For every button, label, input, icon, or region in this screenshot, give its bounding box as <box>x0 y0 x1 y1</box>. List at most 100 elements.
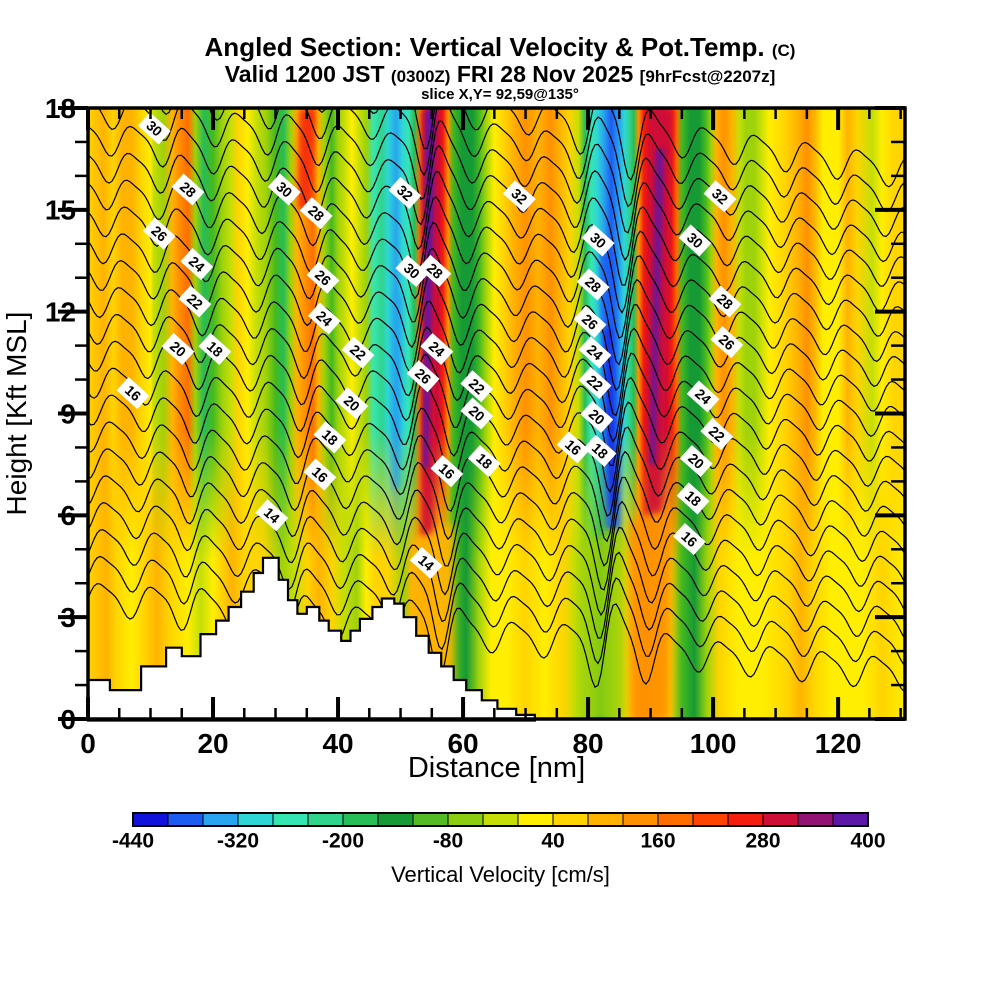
contour-label-18: 18 <box>467 444 501 478</box>
y-tick-label: 0 <box>60 704 76 735</box>
colorbar-segment <box>622 812 659 827</box>
contour-label-30: 30 <box>267 173 301 206</box>
colorbar-frame <box>132 812 869 827</box>
field-feature-purple-core-2 <box>649 148 665 465</box>
valid-time-line: Valid 1200 JST (0300Z) FRI 28 Nov 2025 [… <box>0 62 1000 87</box>
contour-label-26: 26 <box>710 326 744 359</box>
valid-time-z: (0300Z) <box>390 67 451 87</box>
isentrope-line <box>88 421 905 543</box>
colorbar-segment <box>482 812 519 827</box>
contour-label-14: 14 <box>409 546 443 579</box>
colorbar-segment <box>342 812 379 827</box>
contour-label-20: 20 <box>460 397 494 430</box>
colorbar-segment <box>412 812 449 827</box>
contour-label-26: 26 <box>306 261 340 294</box>
slice-info: slice X,Y= 92,59@135° <box>421 85 579 103</box>
contour-label-20: 20 <box>161 332 195 366</box>
contour-label-16: 16 <box>303 458 337 491</box>
contour-label-16: 16 <box>672 523 706 556</box>
title-block: Angled Section: Vertical Velocity & Pot.… <box>0 33 1000 103</box>
contour-label-22: 22 <box>578 366 612 399</box>
colorbar: -440 -320 -200 -80 40 160 280 400 Vertical Veloc… <box>112 812 886 887</box>
isentrope-line <box>88 529 905 639</box>
y-tick-label: 6 <box>60 500 76 531</box>
isentrope-line <box>88 313 905 443</box>
colorbar-tick-label: -320 <box>217 829 259 852</box>
x-tick-labels: 0 20 40 60 80 100 120 <box>80 728 861 759</box>
x-tick-label: 20 <box>197 728 228 759</box>
contour-label-28: 28 <box>708 285 742 318</box>
contour-label-32: 32 <box>388 176 422 209</box>
terrain-silhouette <box>86 556 536 722</box>
isentrope-line <box>160 108 905 213</box>
x-tick-label: 80 <box>572 728 603 759</box>
contour-label-30: 30 <box>395 254 429 287</box>
title-unit: (C) <box>771 41 796 60</box>
plot-axes <box>58 106 907 721</box>
contour-label-24: 24 <box>686 380 720 413</box>
contour-label-28: 28 <box>171 173 205 206</box>
colorbar-segment <box>237 812 274 827</box>
colorbar-segment <box>272 812 309 827</box>
colorbar-segment <box>762 812 799 827</box>
contour-label-22: 22 <box>341 336 375 369</box>
colorbar-tick-label: -440 <box>112 829 154 852</box>
isentrope-line <box>88 260 905 392</box>
axis-titles: Distance [nm] Height [Kft MSL] <box>1 312 585 784</box>
colorbar-segment <box>832 812 869 827</box>
isentrope-line <box>88 502 905 617</box>
contour-label-32: 32 <box>502 180 536 213</box>
isentrope-line <box>97 108 905 238</box>
y-tick-label: 15 <box>45 195 76 226</box>
isentrope-line <box>88 206 905 339</box>
contour-label-24: 24 <box>578 336 612 369</box>
isentrope-line <box>88 583 905 692</box>
colorbar-segment <box>797 812 834 827</box>
x-tick-label: 60 <box>447 728 478 759</box>
field-feature-updraft-red-streak-top <box>297 109 315 210</box>
valid-time-pre: Valid 1200 JST <box>224 61 385 88</box>
contour-label-30: 30 <box>678 224 712 257</box>
page-title: Angled Section: Vertical Velocity & Pot.… <box>0 33 1000 61</box>
colorbar-tick-label: 400 <box>850 829 885 852</box>
contour-label-22: 22 <box>460 370 494 403</box>
x-tick-label: 0 <box>80 728 96 759</box>
colorbar-title: Vertical Velocity [cm/s] <box>391 862 610 887</box>
terrain-profile <box>86 556 536 722</box>
contour-label-24: 24 <box>307 302 341 335</box>
colorbar-segment <box>377 812 414 827</box>
colorbar-tick-label: 160 <box>640 829 675 852</box>
contour-label-18: 18 <box>198 332 232 366</box>
forecast-tag: [9hrFcst@2207z] <box>639 67 776 87</box>
contour-label-18: 18 <box>583 434 617 467</box>
field-feature-orange-below-band-2 <box>628 508 673 719</box>
contour-label-26: 26 <box>406 360 440 393</box>
colorbar-segment <box>727 812 764 827</box>
colorbar-tick-label: 40 <box>541 829 564 852</box>
field-feature-lightblue-core-1 <box>392 294 403 489</box>
colorbar-tick-label: -200 <box>322 829 364 852</box>
x-tick-label: 40 <box>322 728 353 759</box>
colorbar-segment <box>552 812 589 827</box>
isentrope-line <box>88 179 905 314</box>
y-tick-label: 9 <box>60 398 76 429</box>
colorbar-segment <box>132 812 169 827</box>
y-tick-label: 12 <box>45 296 76 327</box>
isentrope-line <box>88 125 905 263</box>
page-title-text: Angled Section: Vertical Velocity & Pot.… <box>204 32 765 62</box>
contour-label-16: 16 <box>116 377 150 410</box>
y-tick-labels: 0 3 6 9 12 15 18 <box>45 93 76 735</box>
contour-label-28: 28 <box>299 197 333 230</box>
contour-label-30: 30 <box>137 112 171 145</box>
isentrope-line <box>88 286 905 417</box>
contour-label-20: 20 <box>679 444 713 478</box>
colorbar-segment <box>307 812 344 827</box>
colorbar-tick-label: -80 <box>433 829 463 852</box>
x-tick-label: 100 <box>690 728 737 759</box>
y-axis-title: Height [Kft MSL] <box>1 312 32 516</box>
contour-label-28: 28 <box>418 254 452 287</box>
colorbar-segment <box>517 812 554 827</box>
contour-label-30: 30 <box>581 224 615 257</box>
